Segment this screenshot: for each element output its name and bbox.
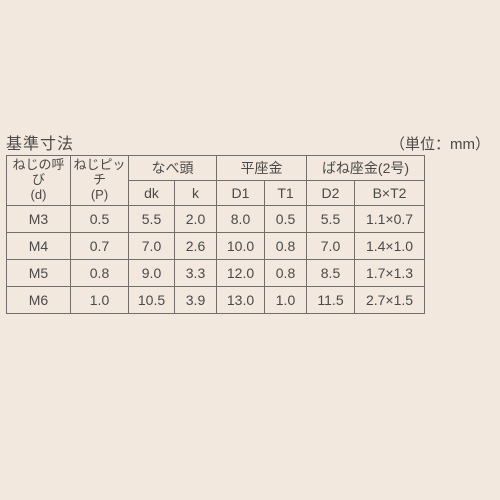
cell-p: 0.8 bbox=[71, 260, 129, 287]
cell-bt2: 2.7×1.5 bbox=[355, 287, 425, 314]
col-header-d1: D1 bbox=[217, 181, 265, 206]
cell-d1: 12.0 bbox=[217, 260, 265, 287]
col-header-hira: 平座金 bbox=[217, 156, 307, 181]
unit-label: （単位：mm） bbox=[390, 133, 490, 154]
table-row: M4 0.7 7.0 2.6 10.0 0.8 7.0 1.4×1.0 bbox=[7, 233, 425, 260]
col-header-p: ねじピッチ (P) bbox=[71, 156, 129, 206]
cell-k: 3.9 bbox=[175, 287, 217, 314]
col-header-d-line1: ねじの呼び bbox=[12, 157, 64, 187]
col-header-t1: T1 bbox=[265, 181, 307, 206]
cell-bt2: 1.7×1.3 bbox=[355, 260, 425, 287]
spec-table: ねじの呼び (d) ねじピッチ (P) なべ頭 平座金 ばね座金(2号) dk … bbox=[6, 155, 425, 314]
col-header-bt2: B×T2 bbox=[355, 181, 425, 206]
cell-p: 0.5 bbox=[71, 206, 129, 233]
col-header-d2: D2 bbox=[307, 181, 355, 206]
cell-bt2: 1.1×0.7 bbox=[355, 206, 425, 233]
col-header-k: k bbox=[175, 181, 217, 206]
cell-k: 2.6 bbox=[175, 233, 217, 260]
table-title: 基準寸法 bbox=[6, 130, 74, 154]
cell-d2: 5.5 bbox=[307, 206, 355, 233]
col-header-bane: ばね座金(2号) bbox=[307, 156, 425, 181]
cell-t1: 0.8 bbox=[265, 233, 307, 260]
cell-d: M6 bbox=[7, 287, 71, 314]
col-header-dk: dk bbox=[129, 181, 175, 206]
col-header-p-line2: (P) bbox=[91, 187, 108, 202]
cell-d2: 11.5 bbox=[307, 287, 355, 314]
cell-dk: 7.0 bbox=[129, 233, 175, 260]
cell-dk: 5.5 bbox=[129, 206, 175, 233]
table-row: M3 0.5 5.5 2.0 8.0 0.5 5.5 1.1×0.7 bbox=[7, 206, 425, 233]
col-header-nabe: なべ頭 bbox=[129, 156, 217, 181]
cell-d2: 8.5 bbox=[307, 260, 355, 287]
cell-k: 2.0 bbox=[175, 206, 217, 233]
cell-dk: 9.0 bbox=[129, 260, 175, 287]
col-header-p-line1: ねじピッチ bbox=[73, 157, 125, 187]
col-header-d-line2: (d) bbox=[31, 187, 47, 202]
cell-d2: 7.0 bbox=[307, 233, 355, 260]
cell-d: M5 bbox=[7, 260, 71, 287]
cell-d1: 10.0 bbox=[217, 233, 265, 260]
title-row: 基準寸法 （単位：mm） bbox=[6, 130, 490, 154]
cell-t1: 0.5 bbox=[265, 206, 307, 233]
col-header-d: ねじの呼び (d) bbox=[7, 156, 71, 206]
cell-p: 0.7 bbox=[71, 233, 129, 260]
page: 基準寸法 （単位：mm） ねじの呼び (d) ねじピッチ (P) なべ頭 平座金… bbox=[0, 0, 500, 500]
cell-d: M4 bbox=[7, 233, 71, 260]
table-header-row-1: ねじの呼び (d) ねじピッチ (P) なべ頭 平座金 ばね座金(2号) bbox=[7, 156, 425, 181]
cell-d: M3 bbox=[7, 206, 71, 233]
cell-d1: 8.0 bbox=[217, 206, 265, 233]
table-row: M6 1.0 10.5 3.9 13.0 1.0 11.5 2.7×1.5 bbox=[7, 287, 425, 314]
cell-d1: 13.0 bbox=[217, 287, 265, 314]
table-row: M5 0.8 9.0 3.3 12.0 0.8 8.5 1.7×1.3 bbox=[7, 260, 425, 287]
cell-t1: 1.0 bbox=[265, 287, 307, 314]
cell-k: 3.3 bbox=[175, 260, 217, 287]
cell-dk: 10.5 bbox=[129, 287, 175, 314]
cell-p: 1.0 bbox=[71, 287, 129, 314]
cell-bt2: 1.4×1.0 bbox=[355, 233, 425, 260]
cell-t1: 0.8 bbox=[265, 260, 307, 287]
